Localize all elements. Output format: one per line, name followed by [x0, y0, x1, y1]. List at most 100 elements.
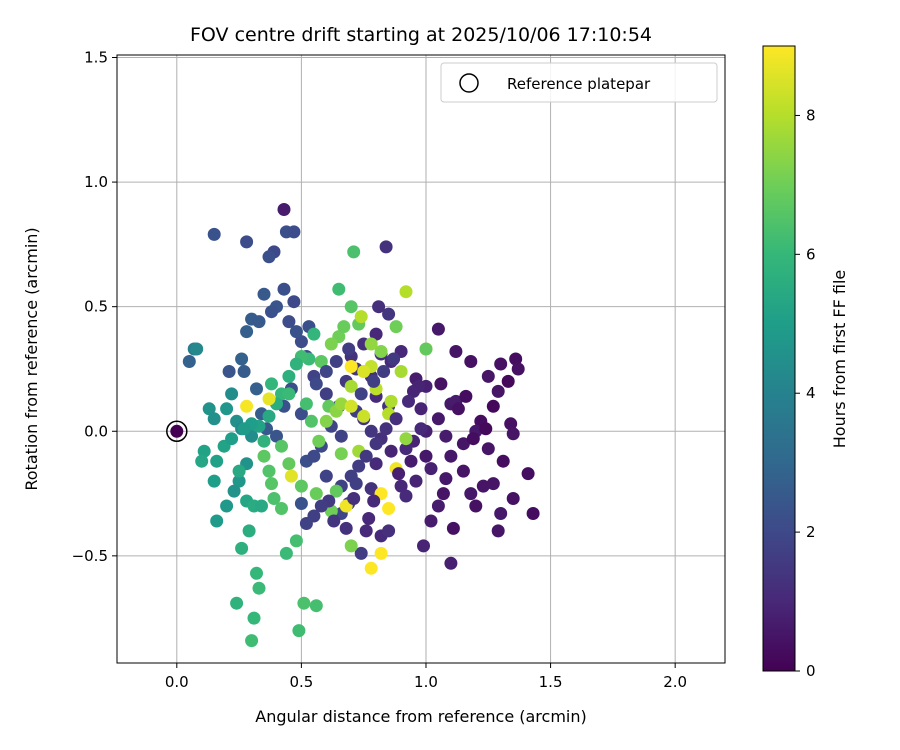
scatter-point	[469, 499, 483, 513]
scatter-point	[367, 494, 381, 508]
scatter-point	[334, 429, 348, 443]
scatter-point	[414, 402, 428, 416]
scatter-point	[382, 307, 396, 321]
scatter-point	[210, 454, 224, 468]
plot-area	[117, 55, 725, 663]
scatter-point	[387, 352, 401, 366]
scatter-point	[364, 337, 378, 351]
scatter-point	[342, 342, 356, 356]
scatter-point	[262, 250, 276, 264]
scatter-point	[265, 305, 278, 319]
scatter-point	[319, 387, 333, 401]
colorbar-gradient	[763, 46, 795, 671]
scatter-point	[347, 245, 361, 259]
scatter-point	[309, 377, 323, 391]
scatter-point	[476, 479, 490, 493]
y-axis: −0.5 0.0 0.5 1.0 1.5	[72, 48, 117, 565]
scatter-point	[439, 429, 453, 443]
scatter-point	[357, 409, 371, 423]
scatter-point	[419, 342, 433, 356]
scatter-point	[501, 374, 515, 388]
scatter-point	[494, 357, 508, 371]
scatter-point	[267, 492, 281, 505]
scatter-point	[222, 365, 236, 378]
scatter-point	[265, 377, 278, 391]
colorbar-tick-label: 8	[806, 106, 816, 124]
y-tick-label: 0.5	[84, 298, 108, 316]
scatter-point	[270, 429, 283, 443]
legend-marker-ring	[459, 73, 479, 93]
scatter-point	[394, 479, 408, 493]
scatter-point	[414, 422, 428, 436]
scatter-point	[431, 412, 445, 426]
scatter-point	[334, 447, 348, 461]
scatter-point	[247, 611, 261, 625]
scatter-point	[292, 624, 306, 638]
scatter-point	[344, 300, 358, 314]
scatter-point	[287, 225, 301, 239]
scatter-point	[339, 521, 353, 535]
y-tick-label: 0.0	[84, 422, 108, 440]
scatter-point	[319, 365, 333, 378]
scatter-point	[446, 521, 460, 535]
scatter-point	[384, 394, 398, 408]
scatter-point	[344, 539, 358, 553]
scatter-point	[289, 325, 303, 339]
scatter-point	[262, 464, 276, 478]
scatter-point	[364, 561, 378, 575]
scatter-point	[491, 384, 505, 398]
scatter-point	[240, 325, 254, 339]
scatter-point	[431, 499, 445, 513]
scatter-point	[364, 482, 378, 496]
scatter-point	[225, 432, 239, 446]
scatter-point	[382, 524, 396, 538]
scatter-point	[289, 357, 303, 371]
scatter-point	[511, 362, 525, 376]
scatter-point	[466, 432, 480, 446]
scatter-point	[197, 444, 211, 458]
scatter-point	[521, 467, 535, 481]
scatter-point	[496, 454, 510, 468]
scatter-point	[262, 392, 276, 406]
scatter-point	[377, 365, 391, 378]
scatter-point	[354, 546, 368, 560]
scatter-point	[389, 320, 403, 334]
scatter-point	[459, 389, 473, 403]
scatter-point	[252, 315, 266, 329]
scatter-point	[347, 492, 361, 505]
scatter-point	[399, 489, 413, 503]
scatter-point	[202, 402, 216, 416]
scatter-point	[479, 422, 493, 436]
scatter-point	[327, 514, 341, 528]
scatter-point	[207, 227, 221, 241]
scatter-point	[357, 365, 371, 378]
scatter-point	[354, 310, 368, 324]
scatter-point	[344, 379, 358, 393]
scatter-point	[456, 464, 470, 478]
scatter-point	[225, 387, 239, 401]
scatter-point	[379, 422, 393, 436]
scatter-point	[392, 467, 406, 481]
scatter-point	[232, 474, 246, 488]
scatter-point	[359, 524, 373, 538]
scatter-point	[506, 427, 520, 441]
scatter-point	[314, 499, 328, 513]
colorbar: 0 2 4 6 8 Hours from first FF file	[762, 45, 849, 680]
scatter-point	[282, 369, 296, 383]
scatter-point	[279, 546, 293, 560]
colorbar-frame	[762, 45, 796, 672]
scatter-point	[262, 409, 276, 423]
legend: Reference platepar	[440, 62, 718, 103]
scatter-point	[344, 399, 358, 413]
scatter-point	[444, 556, 458, 570]
scatter-point	[464, 355, 478, 368]
scatter-point	[389, 412, 403, 426]
scatter-point	[299, 517, 313, 530]
y-axis-label: Rotation from reference (arcmin)	[22, 227, 41, 490]
scatter-point	[232, 464, 246, 478]
colorbar-tick-label: 6	[806, 245, 816, 263]
scatter-point	[287, 295, 301, 309]
scatter-point	[399, 285, 413, 299]
x-tick-label: 1.0	[414, 673, 438, 691]
